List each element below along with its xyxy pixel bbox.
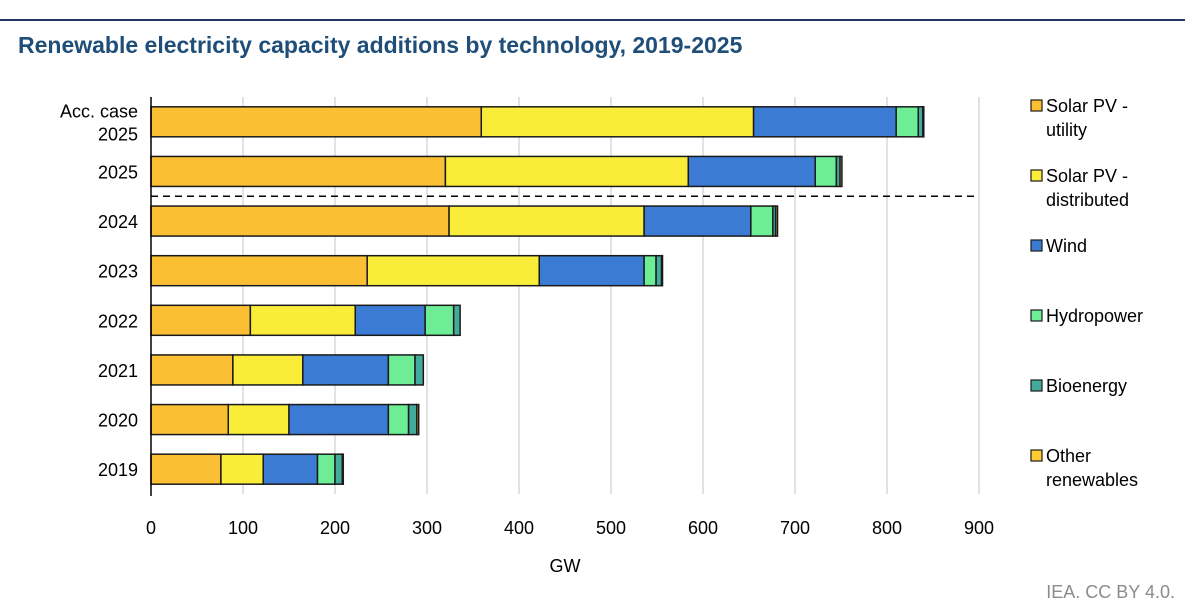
- bar-segment: [366, 254, 540, 287]
- bar-segment: [480, 106, 755, 138]
- legend-swatch: [1030, 309, 1043, 322]
- bar-segment: [774, 205, 779, 237]
- bar-segment: [660, 254, 664, 287]
- x-tick-label: 0: [146, 518, 156, 538]
- bar-segment: [448, 205, 645, 237]
- bar-segment: [150, 254, 368, 287]
- bar-segment: [655, 254, 663, 287]
- legend-label: Solar PV -: [1046, 166, 1128, 186]
- x-tick-label: 200: [320, 518, 350, 538]
- bar-segment: [316, 453, 336, 485]
- bar-segment: [232, 354, 304, 386]
- bar-segment: [424, 304, 455, 337]
- bar-segment: [288, 403, 390, 436]
- legend-swatch: [1030, 99, 1043, 112]
- legend-label: Other: [1046, 446, 1091, 466]
- x-tick-label: 300: [412, 518, 442, 538]
- bar-segment: [643, 254, 657, 287]
- bar-segment: [150, 453, 222, 485]
- bar-segment: [387, 354, 416, 386]
- x-tick-label: 400: [504, 518, 534, 538]
- x-axis-label: GW: [550, 556, 581, 576]
- y-tick-label: 2025: [98, 162, 138, 182]
- bar-segment: [452, 304, 461, 337]
- legend-swatch: [1030, 379, 1043, 392]
- y-tick-label: 2021: [98, 361, 138, 381]
- bar-segment: [354, 304, 426, 337]
- bar-segment: [150, 106, 483, 138]
- y-tick-label: 2022: [98, 311, 138, 331]
- bar-segment: [444, 155, 690, 188]
- chart-title: Renewable electricity capacity additions…: [18, 32, 743, 58]
- top-rule: [0, 19, 1185, 21]
- bar-segment: [895, 106, 920, 138]
- bar-segment: [334, 453, 344, 485]
- bar-segment: [687, 155, 816, 188]
- bar-segment: [407, 403, 418, 436]
- x-tick-label: 100: [228, 518, 258, 538]
- x-tick-label: 800: [872, 518, 902, 538]
- legend-label: utility: [1046, 120, 1087, 140]
- credit-text: IEA. CC BY 4.0.: [1046, 582, 1175, 602]
- bar-segment: [150, 205, 450, 237]
- legend-label: distributed: [1046, 190, 1129, 210]
- bar-segment: [839, 155, 843, 188]
- bar-segment: [262, 453, 319, 485]
- legend-label: Wind: [1046, 236, 1087, 256]
- y-tick-label: 2019: [98, 460, 138, 480]
- bar-segment: [150, 304, 252, 337]
- bar-segment: [227, 403, 290, 436]
- x-tick-label: 600: [688, 518, 718, 538]
- legend-label: Solar PV -: [1046, 96, 1128, 116]
- bar-segment: [150, 403, 230, 436]
- x-tick-label: 900: [964, 518, 994, 538]
- bar-segment: [643, 205, 752, 237]
- bar-segment: [922, 106, 925, 138]
- bar-segment: [387, 403, 410, 436]
- bar-segment: [150, 155, 447, 188]
- bar-segment: [150, 354, 234, 386]
- x-tick-label: 500: [596, 518, 626, 538]
- legend-swatch: [1030, 449, 1043, 462]
- x-tick-label: 700: [780, 518, 810, 538]
- bar-segment: [414, 354, 425, 386]
- bar-segment: [752, 106, 897, 138]
- bar-segment: [538, 254, 645, 287]
- bar-segment: [220, 453, 264, 485]
- bar-segment: [416, 403, 420, 436]
- y-tick-label: Acc. case: [60, 101, 138, 121]
- legend-label: Bioenergy: [1046, 376, 1127, 396]
- bar-segment: [302, 354, 390, 386]
- y-tick-label: 2020: [98, 411, 138, 431]
- legend-label: Hydropower: [1046, 306, 1143, 326]
- y-tick-label: 2024: [98, 212, 138, 232]
- bar-segment: [249, 304, 356, 337]
- y-tick-label: 2025: [98, 124, 138, 144]
- legend-label: renewables: [1046, 470, 1138, 490]
- bar-segment: [750, 205, 774, 237]
- bar-segment: [341, 453, 345, 485]
- legend-swatch: [1030, 169, 1043, 182]
- bar-segment: [814, 155, 838, 188]
- legend-swatch: [1030, 239, 1043, 252]
- y-tick-label: 2023: [98, 262, 138, 282]
